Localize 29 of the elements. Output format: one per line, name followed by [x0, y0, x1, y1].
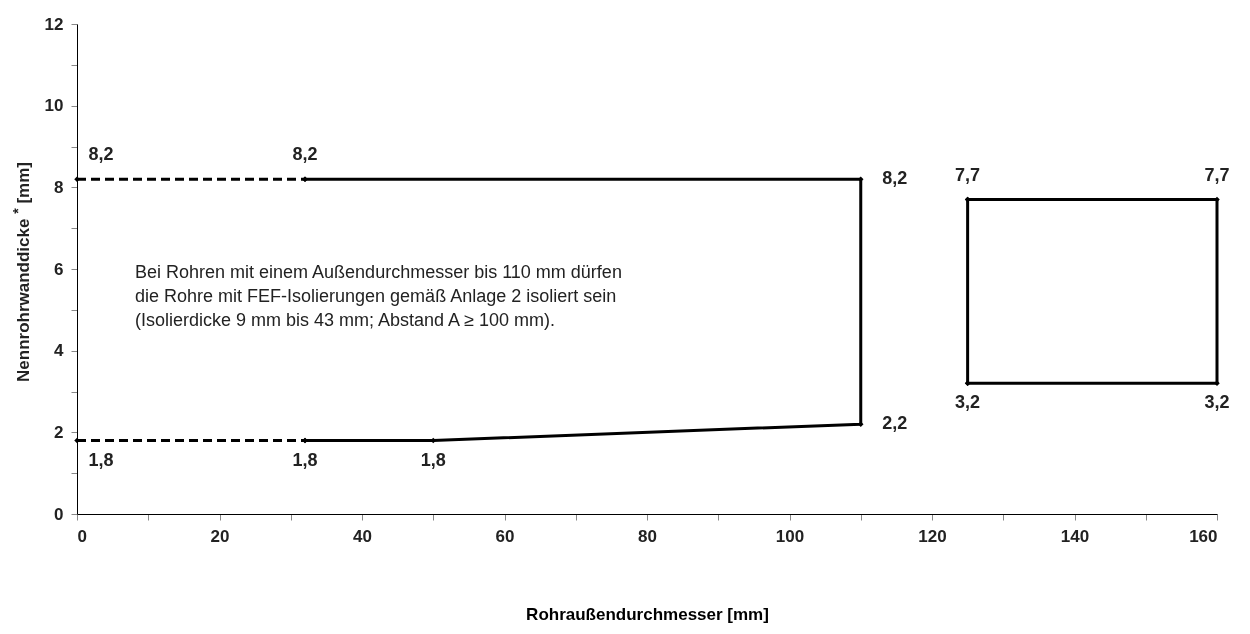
data-label: 2,2 — [882, 413, 908, 434]
y-tick-label: 10 — [44, 96, 64, 116]
x-tick-label: 140 — [1060, 526, 1090, 546]
annotation: Bei Rohren mit einem Außendurchmesser bis 110 mm dürfen die Rohre mit FEF-Isolierungen gemäß Anlage 2 isoliert sein (Isolierdicke 9 mm bis 43 mm; Abstand A ≥ 100 mm). — [135, 262, 622, 330]
data-label: 3,2 — [1204, 392, 1230, 413]
data-label: 8,2 — [88, 144, 114, 165]
x-tick-label: 100 — [775, 526, 805, 546]
x-tick-label: 40 — [353, 526, 372, 546]
data-label: 8,2 — [882, 168, 908, 189]
y-tick-label: 0 — [54, 504, 64, 524]
y-tick-label: 12 — [44, 14, 64, 34]
data-label: 7,7 — [1204, 164, 1230, 185]
y-tick-label: 4 — [54, 341, 65, 361]
y-tick-label: 8 — [54, 177, 64, 197]
data-label: 8,2 — [292, 144, 318, 165]
x-tick-label: 160 — [1189, 526, 1218, 546]
data-label: 1,8 — [292, 449, 318, 470]
x-tick-label: 60 — [495, 526, 515, 546]
x-tick-label: 0 — [77, 526, 87, 546]
y-tick-label: 2 — [54, 422, 64, 442]
data-label: 3,2 — [955, 392, 981, 413]
y-tick-label: 6 — [54, 259, 64, 279]
x-axis-title: Rohraußendurchmesser [mm] — [526, 604, 769, 624]
data-label: 1,8 — [420, 449, 446, 470]
x-tick-label: 80 — [638, 526, 657, 546]
x-tick-label: 20 — [210, 526, 230, 546]
x-tick-label: 120 — [918, 526, 947, 546]
data-label: 1,8 — [88, 449, 114, 470]
data-label: 7,7 — [955, 164, 981, 185]
